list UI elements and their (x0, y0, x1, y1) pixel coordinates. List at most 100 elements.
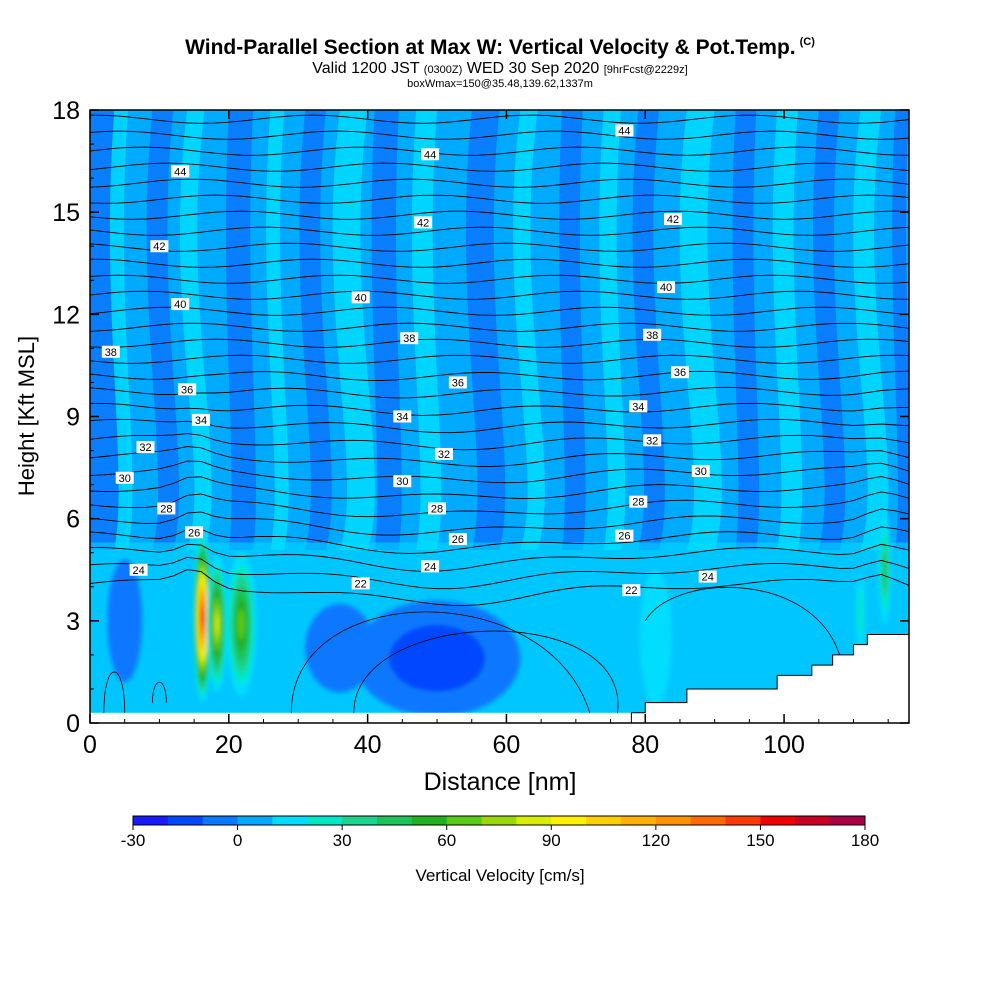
colorbar-swatch (411, 816, 448, 825)
contour-label-group: 38 (400, 332, 419, 345)
contour-label-box (393, 410, 412, 423)
y-tick-label: 12 (52, 301, 80, 329)
contour-label-group: 44 (171, 165, 190, 178)
y-tick-label: 9 (66, 404, 80, 432)
contour-label-group: 26 (185, 526, 204, 539)
contour-label: 32 (438, 449, 450, 461)
low-level-contour (103, 671, 126, 713)
contour-label-group: 36 (448, 376, 467, 389)
contour-label-box (615, 124, 634, 137)
contour-label: 38 (105, 347, 117, 359)
contour-label-box (434, 447, 453, 460)
contour-label-box (171, 165, 190, 178)
contour-label: 40 (660, 282, 672, 294)
contour-label: 28 (632, 497, 644, 509)
contour-label-box (185, 526, 204, 539)
colorbar-swatch (202, 816, 239, 825)
valid-date: WED 30 Sep 2020 (466, 60, 600, 77)
colorbar-swatch (167, 816, 204, 825)
contour-label-group: 30 (393, 475, 412, 488)
contour-label-box (393, 475, 412, 488)
contour-label: 26 (618, 531, 630, 543)
contour-label-group: 24 (698, 570, 717, 584)
velocity-feature (107, 559, 143, 683)
contour-label-box (448, 533, 467, 546)
contour-label: 26 (452, 534, 464, 546)
isentrope (90, 290, 909, 300)
colorbar-swatch (516, 816, 552, 825)
contour-label-group: 32 (643, 434, 662, 447)
velocity-feature (200, 609, 204, 625)
colorbar-swatch (133, 816, 169, 825)
velocity-streak (179, 110, 212, 550)
x-tick-label: 20 (215, 731, 243, 759)
contour-label-box (351, 291, 370, 304)
isentrope (90, 491, 909, 518)
isentrope (90, 162, 909, 172)
contour-label-box (691, 464, 710, 477)
contour-label: 24 (702, 572, 714, 584)
colorbar-swatch (446, 816, 483, 825)
colorbar-swatch (830, 816, 866, 825)
velocity-streak (812, 110, 846, 550)
contour-label: 38 (403, 333, 415, 345)
isentrope (90, 370, 909, 381)
contour-label-box (171, 298, 190, 311)
y-tick-label: 6 (66, 506, 80, 534)
colorbar-swatch (586, 816, 622, 825)
contour-label-group: 42 (150, 240, 169, 253)
isentrope (90, 274, 909, 284)
contour-label-group: 36 (178, 383, 197, 396)
colorbar-tick-label: 120 (642, 831, 670, 850)
contour-label-group: 34 (393, 410, 412, 424)
velocity-streak (332, 110, 375, 550)
isentrope (90, 130, 909, 140)
isentrope (90, 418, 909, 434)
colorbar-swatch (237, 816, 273, 825)
plot-area: 24 24 24 22 22 26 26 26 28 28 28 30 30 30 32 32 32 34 34 34… (90, 110, 909, 723)
colorbar-swatch (760, 816, 796, 825)
contour-label: 42 (153, 241, 165, 253)
contour-label-box (115, 471, 134, 484)
velocity-feature (238, 609, 245, 640)
contour-label-box (629, 400, 648, 413)
velocity-feature (215, 613, 219, 636)
velocity-feature (389, 625, 485, 692)
contour-label: 40 (355, 292, 367, 304)
colorbar-swatch (795, 816, 831, 825)
isentropes (90, 114, 909, 606)
contour-label: 22 (355, 578, 367, 590)
copyright-mark: (C) (799, 36, 815, 48)
velocity-streak (513, 110, 545, 550)
colorbar-tick-label: -30 (121, 831, 146, 850)
contour-label: 26 (188, 527, 200, 539)
contour-label-group: 42 (664, 212, 683, 226)
isentrope (90, 306, 909, 316)
x-tick-label: 40 (354, 731, 382, 759)
isentrope (90, 460, 909, 484)
y-tick-label: 15 (52, 199, 80, 227)
isentrope (90, 476, 909, 499)
contour-label-group: 32 (434, 447, 453, 461)
contour-label-group: 44 (615, 124, 634, 137)
isentrope (90, 242, 909, 252)
contour-label: 30 (119, 473, 131, 485)
contour-label-box (615, 529, 634, 542)
isentrope (90, 258, 909, 268)
y-tick-label: 18 (52, 97, 80, 125)
contour-label-group: 30 (691, 464, 710, 478)
contour-label: 24 (424, 561, 436, 573)
contour-label-box (643, 434, 662, 447)
below-ground (90, 712, 909, 723)
velocity-streak (772, 110, 803, 550)
colorbar-swatch (551, 816, 587, 825)
colorbar-swatch (725, 816, 761, 825)
contour-label-group: 40 (351, 291, 370, 304)
forecast-info: [9hrFcst@2229z] (603, 64, 688, 76)
contour-label: 36 (181, 384, 193, 396)
contour-label-box (629, 495, 648, 508)
isentrope (90, 543, 909, 572)
valid-utc: (0300Z) (423, 64, 463, 76)
contour-label-box (129, 563, 148, 576)
contour-label-group: 24 (129, 563, 148, 577)
